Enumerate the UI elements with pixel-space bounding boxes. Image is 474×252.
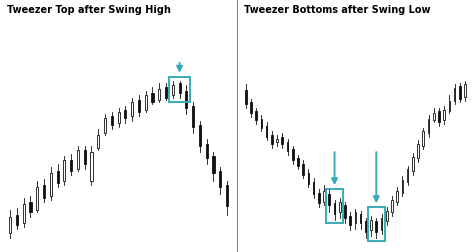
Bar	[391, 200, 393, 212]
Bar	[454, 88, 456, 101]
Bar	[250, 103, 252, 113]
Bar	[118, 112, 119, 123]
Bar	[313, 182, 314, 194]
Bar	[43, 185, 45, 198]
Bar	[9, 217, 11, 233]
Bar	[443, 110, 445, 120]
Bar	[70, 160, 72, 171]
Bar	[433, 113, 435, 120]
Bar	[261, 119, 262, 128]
Bar	[323, 191, 325, 202]
Bar	[29, 202, 32, 212]
Bar	[328, 194, 330, 205]
Bar	[292, 149, 293, 160]
Bar	[334, 203, 335, 214]
Bar	[407, 169, 409, 182]
Bar	[370, 219, 372, 230]
Bar	[131, 102, 133, 116]
Bar	[255, 111, 257, 120]
Bar	[344, 205, 346, 218]
Bar	[308, 173, 309, 183]
Text: Tweezer Bottoms after Swing Low: Tweezer Bottoms after Swing Low	[244, 5, 430, 15]
Bar	[83, 150, 86, 165]
Bar	[266, 126, 267, 137]
Bar	[381, 218, 383, 230]
Bar	[138, 100, 140, 112]
Bar	[16, 214, 18, 225]
Bar	[77, 150, 79, 169]
Bar	[192, 106, 194, 127]
Bar	[50, 173, 52, 196]
Bar	[276, 139, 278, 142]
Text: Tweezer Top after Swing High: Tweezer Top after Swing High	[7, 5, 171, 15]
Bar	[124, 110, 127, 118]
Bar	[104, 118, 106, 133]
Bar	[326, 189, 343, 223]
Bar	[417, 144, 419, 158]
Bar	[360, 214, 362, 223]
Bar	[151, 93, 154, 102]
Bar	[64, 160, 65, 181]
Bar	[172, 85, 174, 96]
Bar	[158, 89, 160, 100]
Bar	[245, 90, 246, 104]
Bar	[396, 191, 398, 202]
Bar	[464, 84, 466, 97]
Bar	[271, 135, 273, 144]
Bar	[287, 142, 288, 151]
Bar	[36, 187, 38, 210]
Bar	[448, 101, 450, 111]
Bar	[428, 119, 429, 133]
Bar	[185, 91, 187, 108]
Bar	[226, 185, 228, 206]
Bar	[302, 164, 304, 175]
Bar	[401, 180, 403, 193]
Bar	[365, 221, 367, 232]
Bar	[375, 221, 377, 232]
Bar	[219, 171, 221, 187]
Bar	[368, 207, 385, 241]
Bar	[349, 216, 351, 225]
Bar	[169, 77, 191, 102]
Bar	[199, 125, 201, 146]
Bar	[412, 156, 414, 171]
Bar	[282, 137, 283, 144]
Bar	[386, 210, 388, 221]
Bar	[355, 212, 356, 223]
Bar	[206, 144, 208, 158]
Bar	[438, 111, 440, 122]
Bar	[459, 86, 461, 99]
Bar	[97, 135, 100, 148]
Bar	[165, 87, 167, 98]
Bar	[318, 193, 319, 203]
Bar	[145, 96, 147, 110]
Bar	[111, 116, 113, 125]
Bar	[212, 156, 215, 173]
Bar	[56, 171, 59, 183]
Bar	[23, 204, 25, 223]
Bar	[179, 83, 181, 93]
Bar	[339, 202, 341, 212]
Bar	[422, 131, 424, 146]
Bar	[297, 158, 299, 166]
Bar	[91, 152, 92, 181]
